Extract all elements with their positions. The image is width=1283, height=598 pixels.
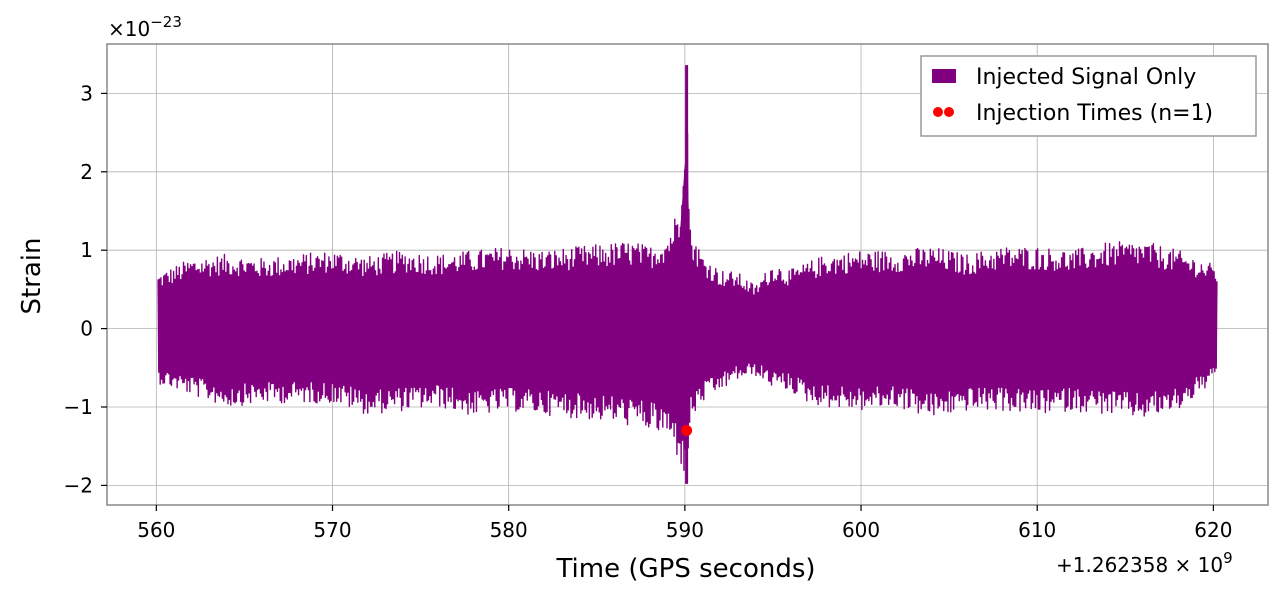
- legend-box: [920, 55, 1257, 137]
- y-tick-label: −1: [64, 395, 93, 419]
- y-axis-ticks: −2 −1 0 1 2 3: [64, 81, 107, 497]
- y-scale-label: ×10−23: [108, 13, 182, 41]
- x-axis-label: Time (GPS seconds): [555, 554, 815, 584]
- y-tick-label: 2: [80, 160, 93, 184]
- x-tick-label: 590: [666, 518, 704, 542]
- legend-marker-injection-b: [944, 107, 954, 117]
- legend-marker-injection-a: [933, 107, 943, 117]
- y-axis-label: Strain: [17, 237, 47, 314]
- x-tick-label: 560: [137, 518, 175, 542]
- y-tick-label: 1: [80, 238, 93, 262]
- x-tick-label: 610: [1018, 518, 1056, 542]
- x-offset-label: +1.262358 × 109: [1056, 549, 1233, 577]
- x-tick-label: 620: [1194, 518, 1232, 542]
- legend-label-injection: Injection Times (n=1): [976, 101, 1213, 126]
- x-axis-ticks: 560 570 580 590 600 610 620: [137, 505, 1232, 542]
- y-tick-label: 0: [80, 317, 93, 341]
- axes-frame: [106, 43, 1269, 506]
- x-tick-label: 580: [490, 518, 528, 542]
- legend-label-signal: Injected Signal Only: [976, 65, 1196, 90]
- x-tick-label: 570: [313, 518, 351, 542]
- x-tick-label: 600: [842, 518, 880, 542]
- legend-swatch-signal: [932, 69, 956, 83]
- y-tick-label: −2: [64, 473, 93, 497]
- injection-time-point: [681, 425, 693, 437]
- y-tick-label: 3: [80, 81, 93, 105]
- legend: Injected Signal Only Injection Times (n=…: [920, 55, 1257, 137]
- series-layer: [157, 65, 1218, 484]
